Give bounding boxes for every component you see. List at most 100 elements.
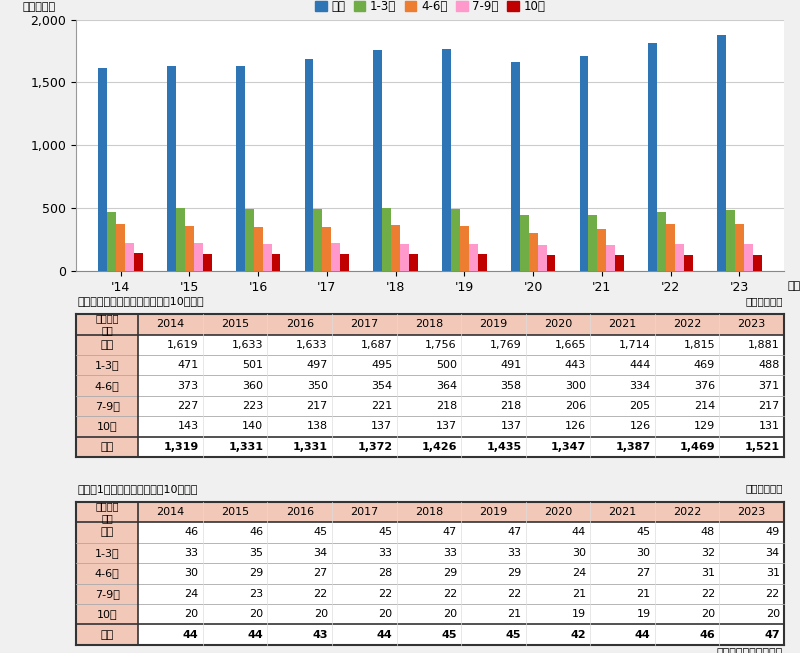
Bar [442, 48, 451, 271]
Bar [138, 375, 203, 396]
Text: 1,435: 1,435 [486, 442, 522, 452]
Text: 33: 33 [507, 548, 522, 558]
Bar [719, 584, 784, 604]
Text: 43: 43 [312, 629, 328, 639]
Text: 24: 24 [184, 589, 198, 599]
Text: 49: 49 [766, 528, 780, 537]
Bar [305, 59, 314, 271]
Bar [267, 355, 332, 375]
Text: なし: なし [101, 340, 114, 350]
Text: 2016: 2016 [286, 319, 314, 329]
Text: 217: 217 [306, 401, 328, 411]
Bar [719, 624, 784, 645]
Bar [684, 255, 693, 271]
Bar [397, 314, 461, 334]
Text: 137: 137 [371, 421, 392, 432]
Bar [76, 604, 138, 624]
Bar [116, 224, 125, 271]
Text: 29: 29 [249, 568, 263, 579]
Bar [138, 624, 203, 645]
Text: 2020: 2020 [544, 319, 572, 329]
Bar [655, 334, 719, 355]
Bar [374, 50, 382, 271]
Bar [478, 254, 486, 271]
Bar [262, 244, 271, 271]
Text: 31: 31 [766, 568, 780, 579]
Text: 総計: 総計 [101, 442, 114, 452]
Text: 23: 23 [249, 589, 263, 599]
Text: 東京商工リサーチ調べ: 東京商工リサーチ調べ [716, 648, 782, 653]
Bar [526, 334, 590, 355]
Text: 2015: 2015 [221, 507, 250, 517]
Bar [655, 314, 719, 334]
Text: 2020: 2020 [544, 507, 572, 517]
Text: 218: 218 [436, 401, 457, 411]
Text: 29: 29 [442, 568, 457, 579]
Bar [267, 624, 332, 645]
Bar [138, 502, 203, 522]
Text: 45: 45 [378, 528, 392, 537]
Text: 20: 20 [249, 609, 263, 619]
Bar [267, 563, 332, 584]
Bar [744, 244, 753, 271]
Bar [138, 314, 203, 334]
Bar [382, 208, 391, 271]
Bar [138, 437, 203, 457]
Bar [76, 416, 138, 437]
Bar [590, 416, 655, 437]
Bar [529, 233, 538, 271]
Bar [138, 416, 203, 437]
Bar [590, 314, 655, 334]
Bar [461, 314, 526, 334]
Bar [76, 543, 138, 563]
Text: 1,633: 1,633 [232, 340, 263, 350]
Bar [332, 314, 397, 334]
Text: 34: 34 [314, 548, 328, 558]
Bar [520, 215, 529, 271]
Text: 137: 137 [436, 421, 457, 432]
Bar [332, 584, 397, 604]
Bar [526, 502, 590, 522]
Bar [726, 210, 735, 271]
Bar [719, 502, 784, 522]
Text: 373: 373 [178, 381, 198, 390]
Bar [314, 209, 322, 271]
Text: 205: 205 [630, 401, 650, 411]
Text: 1,469: 1,469 [679, 442, 715, 452]
Text: 47: 47 [764, 629, 780, 639]
Text: 354: 354 [371, 381, 392, 390]
Bar [719, 396, 784, 416]
Text: 27: 27 [314, 568, 328, 579]
Bar [332, 355, 397, 375]
Text: 1,714: 1,714 [619, 340, 650, 350]
Text: 138: 138 [306, 421, 328, 432]
Text: 22: 22 [507, 589, 522, 599]
Bar [666, 224, 675, 271]
Bar [203, 624, 267, 645]
Bar [332, 437, 397, 457]
Bar [461, 563, 526, 584]
Text: 2022: 2022 [673, 319, 702, 329]
Bar [655, 416, 719, 437]
Text: 44: 44 [377, 629, 392, 639]
Bar [203, 502, 267, 522]
Bar [107, 212, 116, 271]
Text: 従業員1人当たりの売上高　10年推移: 従業員1人当たりの売上高 10年推移 [78, 484, 198, 494]
Bar [138, 604, 203, 624]
Text: 1,665: 1,665 [554, 340, 586, 350]
Bar [267, 437, 332, 457]
Bar [598, 229, 606, 271]
Bar [271, 254, 281, 271]
Text: 126: 126 [630, 421, 650, 432]
Text: 34: 34 [766, 548, 780, 558]
Bar [254, 227, 262, 271]
Text: 129: 129 [694, 421, 715, 432]
Bar [138, 563, 203, 584]
Bar [267, 396, 332, 416]
Text: 1,319: 1,319 [163, 442, 198, 452]
Bar [590, 543, 655, 563]
Bar [332, 543, 397, 563]
Bar [267, 604, 332, 624]
Bar [138, 522, 203, 543]
Text: （百万円）: （百万円） [23, 2, 56, 12]
